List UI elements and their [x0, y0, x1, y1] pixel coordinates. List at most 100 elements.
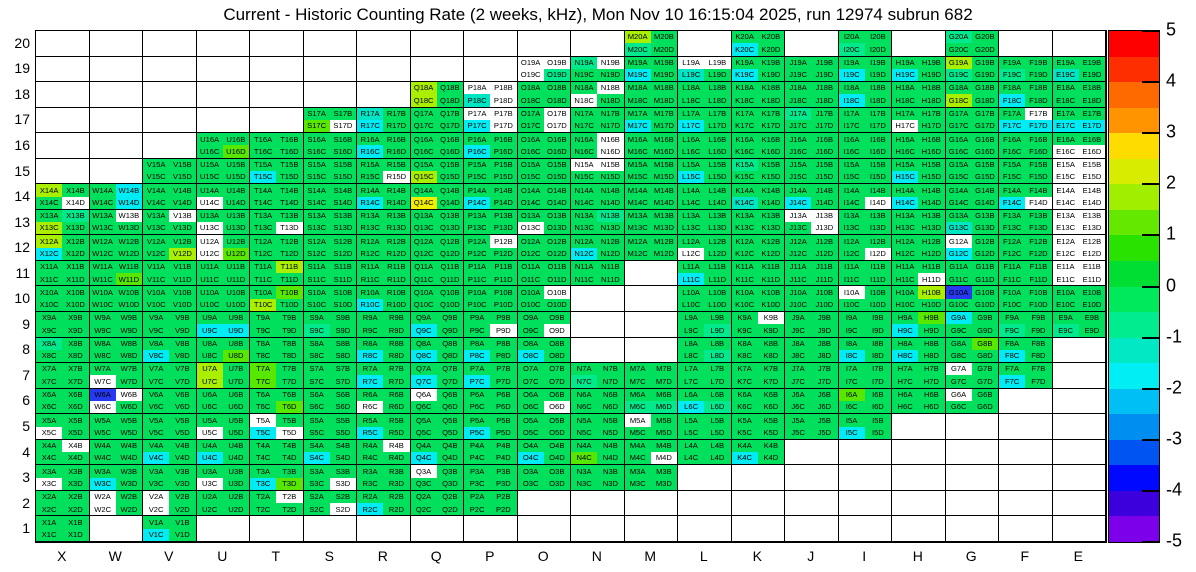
- grid-cell-M4: M4A M4B M4C M4D: [624, 439, 678, 466]
- cell-quarter-L9C: L9C: [678, 324, 705, 337]
- cell-quarter-N18A: N18A: [571, 82, 598, 95]
- cell-quarter-T14A: T14A: [250, 184, 277, 197]
- cell-quarter-J15B: J15B: [811, 158, 838, 172]
- cell-quarter-P2A: P2A: [464, 490, 491, 504]
- cell-quarter-V8C: V8C: [143, 349, 170, 363]
- y-axis-label-6: 6: [22, 392, 30, 409]
- cell-quarter-X11D: X11D: [62, 273, 89, 286]
- cell-quarter-F19C: F19C: [999, 68, 1026, 82]
- x-axis-label-O: O: [537, 548, 549, 564]
- cell-quarter-U2D: U2D: [222, 503, 249, 516]
- cell-quarter-U14B: U14B: [222, 184, 249, 197]
- grid-cell-O10: O10A O10B O10C O10D: [517, 286, 571, 313]
- cell-quarter-I16A: I16A: [838, 133, 865, 146]
- cell-quarter-H8B: H8B: [918, 337, 945, 350]
- cell-quarter-P8D: P8D: [490, 349, 517, 363]
- cell-quarter-G8B: G8B: [971, 337, 998, 350]
- cell-quarter-T12B: T12B: [276, 235, 303, 248]
- cell-quarter-X10A: X10A: [36, 286, 63, 299]
- x-axis-label-U: U: [217, 548, 228, 564]
- cell-quarter-H16B: H16B: [918, 133, 945, 146]
- cell-quarter-M7A: M7A: [624, 363, 651, 376]
- cell-quarter-N11B: N11B: [597, 260, 624, 274]
- cell-quarter-R13D: R13D: [383, 222, 410, 235]
- cell-quarter-O3D: O3D: [543, 477, 570, 490]
- grid-cell-M18: M18A M18B M18C M18D: [624, 82, 678, 108]
- cell-quarter-E10D: E10D: [1078, 298, 1105, 312]
- cell-quarter-E12A: E12A: [1052, 235, 1079, 248]
- cell-quarter-V7A: V7A: [143, 363, 170, 376]
- cell-quarter-X6D: X6D: [62, 400, 89, 414]
- cell-quarter-O13C: O13C: [517, 222, 544, 235]
- grid-cell-V4: V4A V4B V4C V4D: [143, 439, 197, 466]
- cell-quarter-K15D: K15D: [757, 171, 784, 184]
- grid-cell-G7: G7A G7B G7C G7D: [945, 363, 999, 389]
- cell-quarter-O17A: O17A: [517, 107, 544, 120]
- cell-quarter-S8D: S8D: [329, 349, 356, 363]
- cell-quarter-O16C: O16C: [517, 145, 544, 158]
- cell-quarter-N18C: N18C: [571, 94, 598, 107]
- cell-quarter-W3A: W3A: [89, 465, 116, 478]
- cell-quarter-U7D: U7D: [222, 375, 249, 388]
- grid-cell-P17: P17A P17B P17C P17D: [464, 107, 518, 134]
- cell-quarter-V1C: V1C: [143, 528, 170, 541]
- cell-quarter-S14B: S14B: [329, 184, 356, 197]
- cell-quarter-K13B: K13B: [757, 209, 784, 223]
- grid-cell-T8: T8A T8B T8C T8D: [250, 337, 304, 364]
- cell-quarter-F10C: F10C: [999, 298, 1026, 312]
- cell-quarter-R13C: R13C: [357, 222, 384, 235]
- cell-quarter-Q11C: Q11C: [410, 273, 437, 286]
- cell-quarter-M15A: M15A: [624, 158, 651, 172]
- grid-cell-empty: [785, 465, 839, 491]
- cell-quarter-S13B: S13B: [329, 209, 356, 223]
- cell-quarter-W10B: W10B: [115, 286, 142, 299]
- cell-quarter-H7D: H7D: [918, 375, 945, 388]
- cell-quarter-Q14A: Q14A: [410, 184, 437, 197]
- cell-quarter-Q3D: Q3D: [436, 477, 463, 490]
- cell-quarter-N19C: N19C: [571, 68, 598, 82]
- cell-quarter-F18A: F18A: [999, 82, 1026, 95]
- cell-quarter-S8C: S8C: [303, 349, 330, 363]
- grid-cell-I7: I7A I7B I7C I7D: [838, 363, 892, 389]
- grid-cell-empty: [892, 490, 946, 517]
- cell-quarter-T11D: T11D: [276, 273, 303, 286]
- cell-quarter-S5B: S5B: [329, 414, 356, 427]
- cell-quarter-N17C: N17C: [571, 119, 598, 133]
- cell-quarter-O12A: O12A: [517, 235, 544, 248]
- cell-quarter-F17C: F17C: [999, 119, 1026, 133]
- cell-quarter-G16B: G16B: [971, 133, 998, 146]
- cell-quarter-W7D: W7D: [115, 375, 142, 388]
- cell-quarter-U2B: U2B: [222, 490, 249, 504]
- cell-quarter-W8A: W8A: [89, 337, 116, 350]
- cell-quarter-L12A: L12A: [678, 235, 705, 248]
- cell-quarter-E9C: E9C: [1052, 324, 1079, 337]
- grid-cell-empty: [999, 516, 1053, 542]
- cell-quarter-M20B: M20B: [650, 31, 677, 44]
- cell-quarter-K12D: K12D: [757, 247, 784, 260]
- cell-quarter-S2A: S2A: [303, 490, 330, 504]
- cell-quarter-R9A: R9A: [357, 312, 384, 325]
- cell-quarter-E9A: E9A: [1052, 312, 1079, 325]
- colorbar-tick-label--2: -2: [1166, 377, 1183, 398]
- cell-quarter-K5D: K5D: [757, 426, 784, 439]
- grid-cell-X11: X11A X11B X11C X11D: [36, 260, 90, 287]
- cell-quarter-M6D: M6D: [650, 400, 677, 414]
- colorbar-tick: [1142, 234, 1159, 237]
- cell-quarter-L4C: L4C: [678, 452, 705, 465]
- grid-cell-I9: I9A I9B I9C I9D: [838, 312, 892, 338]
- cell-quarter-T8A: T8A: [250, 337, 277, 350]
- grid-cell-empty: [1052, 388, 1106, 415]
- grid-cell-empty: [464, 516, 518, 542]
- cell-quarter-G10D: G10D: [971, 298, 998, 312]
- cell-quarter-F12C: F12C: [999, 247, 1026, 260]
- cell-quarter-X4A: X4A: [36, 439, 63, 453]
- cell-quarter-F12D: F12D: [1025, 247, 1052, 260]
- cell-quarter-N4A: N4A: [571, 439, 598, 453]
- grid-cell-K13: K13A K13B K13C K13D: [731, 209, 785, 236]
- cell-quarter-E15C: E15C: [1052, 171, 1079, 184]
- cell-quarter-T16D: T16D: [276, 145, 303, 158]
- cell-quarter-E10B: E10B: [1078, 286, 1105, 299]
- x-axis-label-X: X: [57, 548, 67, 564]
- cell-quarter-X8C: X8C: [36, 349, 63, 363]
- cell-quarter-G7A: G7A: [945, 363, 972, 376]
